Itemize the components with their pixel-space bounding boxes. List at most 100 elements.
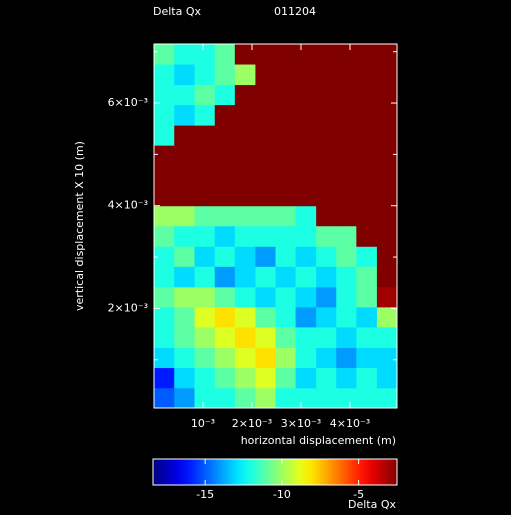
heatmap-cell [376,367,398,389]
heatmap-cell [316,326,337,348]
heatmap-cell [234,64,256,86]
heatmap-cell [336,125,357,146]
heatmap-cell [336,104,357,126]
heatmap-cell [174,145,196,166]
heatmap-cell [174,104,196,126]
heatmap-cell [194,84,216,106]
heatmap-cell [336,387,357,409]
heatmap-cell [194,44,216,65]
heatmap-cell [154,326,175,348]
heatmap-cell [376,165,398,187]
y-axis-label: vertical displacement X 10 (m) [73,141,86,311]
colorbar [152,458,398,486]
heatmap-cell [255,84,276,106]
heatmap-cell [316,306,337,328]
heatmap-cell [194,145,216,166]
heatmap-cell [376,225,398,247]
x-tick-label: 10⁻³ [191,417,215,430]
heatmap-cell [275,84,297,106]
heatmap-cell [214,347,236,369]
y-tick-label: 4×10⁻³ [108,199,148,212]
heatmap-cell [316,125,337,146]
heatmap-cell [194,326,216,348]
heatmap-cell [214,64,236,86]
heatmap-cell [234,387,256,409]
heatmap-cell [214,306,236,328]
heatmap-cell [336,185,357,207]
heatmap-cell [194,347,216,369]
heatmap-cell [275,367,297,389]
x-axis-label: horizontal displacement (m) [241,434,396,447]
heatmap-cell [255,326,276,348]
heatmap-cell [234,367,256,389]
heatmap-cell [214,185,236,207]
heatmap-cell [255,145,276,166]
heatmap-cell [234,286,256,308]
heatmap-cell [356,306,378,328]
heatmap-cell [174,84,196,106]
plot-frame [153,43,398,409]
heatmap-cell [295,185,317,207]
heatmap-cell [234,44,256,65]
heatmap-cell [295,246,317,267]
x-tick-label: 3×10⁻³ [281,417,321,430]
colorbar-tick-label: -10 [273,488,291,501]
heatmap-cell [356,246,378,267]
heatmap-cell [316,44,337,65]
heatmap-cell [194,125,216,146]
heatmap-cell [275,306,297,328]
heatmap-cell [356,104,378,126]
heatmap-cell [356,44,378,65]
heatmap-cell [336,225,357,247]
heatmap-cell [214,104,236,126]
heatmap-cell [234,326,256,348]
heatmap-cell [255,185,276,207]
heatmap-cell [275,64,297,86]
heatmap-cell [316,286,337,308]
heatmap-cell [214,84,236,106]
heatmap-cell [194,286,216,308]
heatmap-cell [174,205,196,227]
heatmap-cell [295,286,317,308]
heatmap-cell [214,286,236,308]
heatmap-cell [295,145,317,166]
heatmap-cell [295,44,317,65]
heatmap-cell [376,326,398,348]
heatmap-cell [275,387,297,409]
heatmap-cell [376,84,398,106]
heatmap-cell [376,387,398,409]
heatmap-cell [154,286,175,308]
heatmap-cell [356,185,378,207]
heatmap-cell [316,225,337,247]
heatmap-cell [174,225,196,247]
heatmap-cell [214,225,236,247]
heatmap-cell [356,326,378,348]
heatmap-cell [295,84,317,106]
heatmap-cell [234,205,256,227]
heatmap-cell [275,185,297,207]
heatmap-cell [356,347,378,369]
heatmap-cell [194,104,216,126]
heatmap-cell [154,205,175,227]
heatmap-cell [356,225,378,247]
heatmap-cell [255,387,276,409]
heatmap-cell [275,125,297,146]
heatmap-cell [356,286,378,308]
heatmap-cell [234,125,256,146]
heatmap-cell [275,145,297,166]
heatmap-cell [234,84,256,106]
heatmap-cell [154,125,175,146]
heatmap-cell [194,367,216,389]
heatmap-cell [376,64,398,86]
heatmap-cell [336,286,357,308]
heatmap-cell [174,306,196,328]
heatmap-cell [376,145,398,166]
heatmap-cell [316,165,337,187]
heatmap-cell [295,205,317,227]
heatmap-cell [356,165,378,187]
heatmap-cell [336,44,357,65]
heatmap-cell [356,145,378,166]
heatmap-cell [174,44,196,65]
heatmap-cell [336,246,357,267]
